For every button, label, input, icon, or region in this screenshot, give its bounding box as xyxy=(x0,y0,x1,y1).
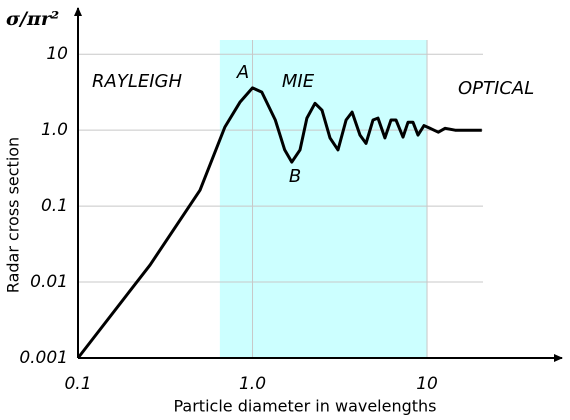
y-tick-label: 0.01 xyxy=(30,272,68,292)
x-tick-label: 0.1 xyxy=(64,374,91,394)
y-tick-label: 10 xyxy=(46,44,68,64)
annotation: MIE xyxy=(282,71,315,92)
annotation: OPTICAL xyxy=(458,78,534,99)
y-tick-label: 1.0 xyxy=(41,120,68,140)
y-tick-label: 0.001 xyxy=(19,348,68,368)
unit-label: σ/πr² xyxy=(6,8,59,30)
y-axis-label: Radar cross section xyxy=(4,137,23,293)
y-tick-label: 0.1 xyxy=(41,196,68,216)
x-tick-label: 1.0 xyxy=(239,374,266,394)
annotation: B xyxy=(289,166,301,187)
mie-region xyxy=(219,40,428,358)
curve xyxy=(76,86,482,359)
x-tick-label: 10 xyxy=(416,374,438,394)
annotation: A xyxy=(236,62,249,83)
x-axis-label: Particle diameter in wavelengths xyxy=(173,397,436,416)
annotation: RAYLEIGH xyxy=(92,71,182,92)
